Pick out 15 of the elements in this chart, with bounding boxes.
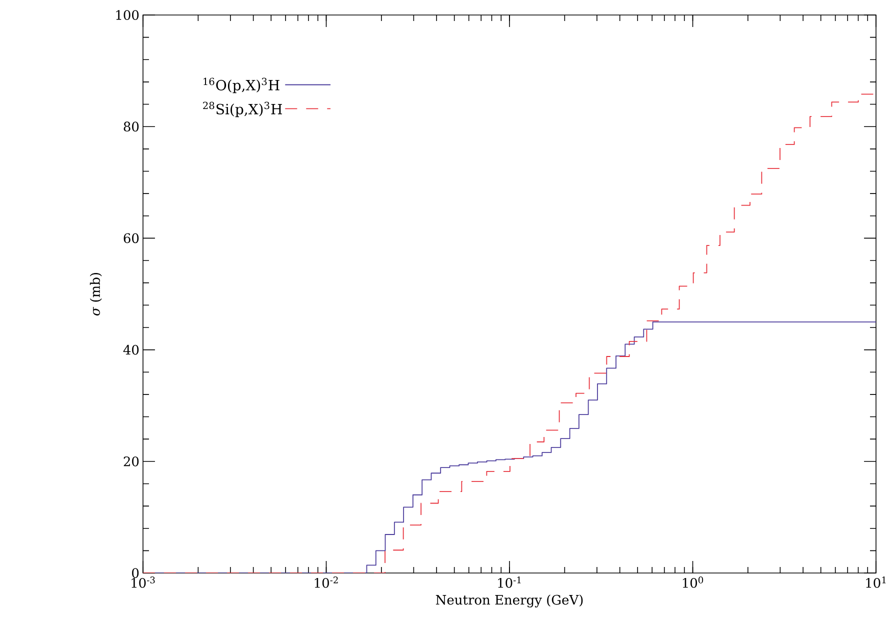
legend-label: $^{16}$O(p,X)$^{3}$H	[204, 78, 280, 94]
x-tick-label: 10$^{-2}$	[314, 576, 338, 588]
x-tick-label: 10$^{1}$	[866, 576, 886, 588]
y-tick-label: 100	[116, 10, 139, 20]
y-tick-label: 20	[124, 456, 139, 466]
legend-label: $^{28}$Si(p,X)$^{3}$H	[203, 102, 282, 118]
y-axis-title: σ (mb)	[90, 272, 102, 316]
y-tick-label: 0	[132, 568, 139, 578]
x-tick-label: 10$^{0}$	[682, 576, 704, 588]
x-tick-label: 10$^{-3}$	[132, 576, 155, 588]
y-tick-label: 40	[123, 344, 139, 355]
y-tick-label: 60	[124, 233, 139, 244]
x-tick-label: 10$^{-1}$	[498, 576, 521, 588]
x-axis-title: Neutron Energy (GeV)	[436, 594, 583, 608]
y-tick-label: 80	[124, 122, 139, 132]
